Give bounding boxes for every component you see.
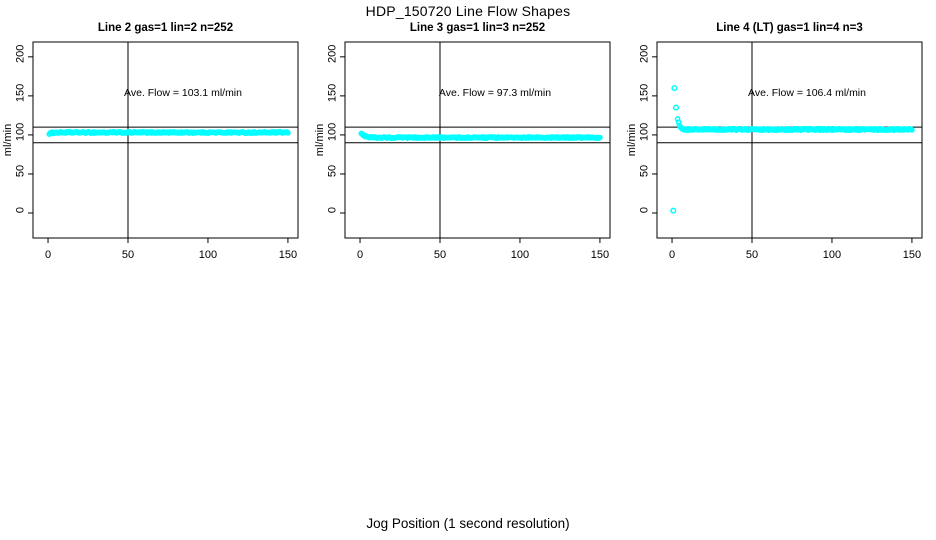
x-tick-label: 50 xyxy=(434,249,446,261)
ave-flow-annotation: Ave. Flow = 97.3 ml/min xyxy=(439,87,551,99)
panel-title: Line 3 gas=1 lin=3 n=252 xyxy=(410,22,545,34)
plot-box xyxy=(344,41,611,239)
panel-title: Line 4 (LT) gas=1 lin=4 n=3 xyxy=(716,22,862,34)
y-tick-label: 50 xyxy=(327,165,339,177)
y-tick-label: 0 xyxy=(327,207,339,213)
outlier-point xyxy=(670,207,677,214)
plot-box xyxy=(32,41,299,239)
x-tick-label: 150 xyxy=(279,249,297,261)
y-tick-label: 100 xyxy=(639,123,651,141)
x-tick-label: 100 xyxy=(199,249,217,261)
y-tick-label: 0 xyxy=(15,207,27,213)
panel-title: Line 2 gas=1 lin=2 n=252 xyxy=(98,22,233,34)
y-tick-label: 100 xyxy=(327,123,339,141)
y-axis-title: ml/min xyxy=(626,124,638,156)
x-tick-label: 100 xyxy=(823,249,841,261)
data-point xyxy=(597,134,603,141)
y-axis-title: ml/min xyxy=(314,124,326,156)
x-tick-label: 150 xyxy=(903,249,921,261)
x-tick-label: 100 xyxy=(511,249,529,261)
x-tick-label: 0 xyxy=(357,249,363,261)
panels-row: Line 2 gas=1 lin=2 n=252 0 50 100 150 0 50 100 1… xyxy=(2,22,923,261)
x-tick-label: 50 xyxy=(746,249,758,261)
ave-flow-annotation: Ave. Flow = 103.1 ml/min xyxy=(124,87,242,99)
data-points xyxy=(670,85,915,214)
data-point xyxy=(909,127,915,133)
data-points xyxy=(46,129,291,137)
y-tick-label: 200 xyxy=(639,45,651,63)
panel-line4: Line 4 (LT) gas=1 lin=4 n=3 0 50 100 150 0 50 1… xyxy=(626,22,923,261)
y-tick-label: 50 xyxy=(639,165,651,177)
y-axis-title: ml/min xyxy=(2,124,14,156)
y-tick-label: 100 xyxy=(15,123,27,141)
data-points xyxy=(358,130,603,142)
x-tick-label: 150 xyxy=(591,249,609,261)
y-tick-label: 200 xyxy=(15,45,27,63)
data-point xyxy=(285,129,291,136)
y-tick-label: 150 xyxy=(327,84,339,102)
x-tick-label: 50 xyxy=(122,249,134,261)
y-tick-label: 50 xyxy=(15,165,27,177)
x-axis-label: Jog Position (1 second resolution) xyxy=(366,516,570,531)
panel-line3: Line 3 gas=1 lin=3 n=252 0 50 100 150 0 50 100 1… xyxy=(314,22,611,261)
panel-line2: Line 2 gas=1 lin=2 n=252 0 50 100 150 0 50 100 1… xyxy=(2,22,299,261)
plot-box xyxy=(656,41,923,239)
y-tick-label: 150 xyxy=(15,84,27,102)
outlier-point xyxy=(672,104,680,111)
outlier-point xyxy=(671,85,678,92)
x-tick-label: 0 xyxy=(669,249,675,261)
x-tick-label: 0 xyxy=(45,249,51,261)
y-tick-label: 0 xyxy=(639,207,651,213)
y-tick-label: 200 xyxy=(327,45,339,63)
main-title: HDP_150720 Line Flow Shapes xyxy=(365,3,571,19)
y-tick-label: 150 xyxy=(639,84,651,102)
ave-flow-annotation: Ave. Flow = 106.4 ml/min xyxy=(748,87,866,99)
